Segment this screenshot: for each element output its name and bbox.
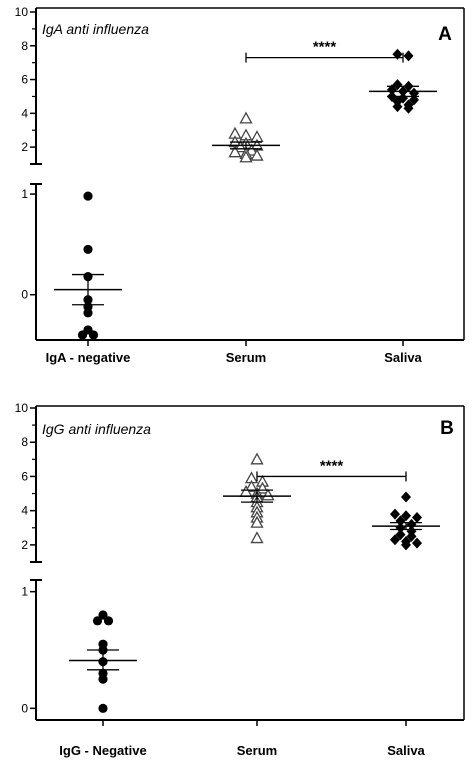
- y-tick-label: 2: [21, 538, 28, 552]
- data-point-triangle: [261, 488, 275, 501]
- y-tick-label: 0: [21, 701, 28, 715]
- data-point-circle: [98, 674, 108, 684]
- data-point-circle: [88, 330, 99, 340]
- y-tick-label: 6: [21, 469, 28, 483]
- data-point-diamond: [412, 537, 422, 549]
- data-point-circle: [98, 610, 108, 620]
- x-category-label: Saliva: [387, 743, 425, 758]
- x-category-label: IgG - Negative: [59, 743, 146, 758]
- y-tick-label: 0: [21, 288, 28, 302]
- data-point-circle: [77, 330, 88, 340]
- data-point-triangle: [250, 148, 264, 161]
- panel-title: IgA anti influenza: [42, 21, 149, 37]
- panel-title: IgG anti influenza: [42, 421, 151, 437]
- data-point-diamond: [390, 508, 400, 520]
- data-point-triangle: [250, 531, 264, 544]
- data-point-diamond: [392, 79, 403, 91]
- data-point-triangle: [239, 150, 253, 163]
- data-point-diamond: [395, 529, 406, 541]
- data-point-diamond: [392, 101, 403, 113]
- y-tick-label: 2: [21, 140, 28, 154]
- data-point-diamond: [406, 518, 417, 530]
- y-tick-label: 4: [21, 504, 28, 518]
- x-category-label: IgA - negative: [46, 350, 131, 365]
- data-point-circle: [83, 244, 93, 255]
- data-point-diamond: [412, 512, 422, 524]
- data-point-diamond: [401, 510, 411, 522]
- data-point-diamond: [401, 491, 411, 503]
- data-point-triangle: [239, 111, 253, 124]
- data-point-triangle: [244, 479, 259, 492]
- data-point-diamond: [406, 530, 417, 542]
- y-tick-label: 6: [21, 73, 28, 87]
- data-point-diamond: [395, 522, 406, 534]
- data-point-triangle: [250, 515, 264, 528]
- data-point-triangle: [250, 452, 264, 465]
- y-tick-label: 4: [21, 106, 28, 120]
- y-tick-label: 8: [21, 39, 28, 53]
- data-point-circle: [83, 308, 93, 318]
- panel-letter: B: [440, 418, 454, 439]
- y-tick-label: 1: [21, 187, 28, 201]
- data-point-circle: [98, 703, 108, 713]
- x-category-label: Serum: [226, 350, 266, 365]
- significance-label: ****: [320, 457, 344, 474]
- panel-letter: A: [438, 24, 452, 45]
- y-tick-label: 1: [21, 585, 28, 599]
- data-point-diamond: [403, 50, 414, 62]
- data-point-circle: [92, 616, 103, 626]
- data-point-diamond: [401, 539, 411, 551]
- significance-label: ****: [313, 39, 337, 56]
- x-category-label: Serum: [237, 743, 277, 758]
- data-point-diamond: [390, 534, 400, 546]
- data-point-triangle: [228, 145, 242, 158]
- y-tick-label: 8: [21, 435, 28, 449]
- y-tick-label: 10: [15, 401, 29, 415]
- y-tick-label: 10: [15, 5, 29, 19]
- x-category-label: Saliva: [384, 350, 422, 365]
- data-point-circle: [83, 191, 93, 201]
- data-point-diamond: [403, 102, 414, 114]
- data-point-diamond: [395, 515, 406, 527]
- data-point-circle: [103, 616, 114, 626]
